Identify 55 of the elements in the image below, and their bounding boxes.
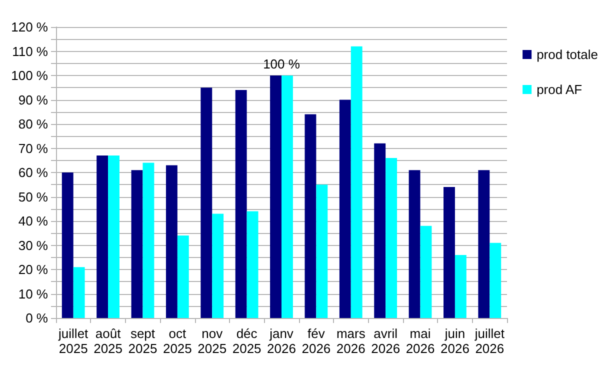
annotation: 100 % [263, 56, 300, 72]
bar [142, 162, 154, 318]
y-tick-label: 10 % [18, 286, 48, 302]
bar [246, 211, 258, 318]
y-tick-label: 60 % [18, 165, 48, 180]
y-tick-label: 40 % [18, 214, 48, 228]
bar [408, 170, 420, 318]
legend-label: prod AF [536, 82, 582, 97]
bar [304, 114, 316, 318]
bar [108, 156, 120, 318]
x-tick-label: août 2025 [94, 326, 122, 356]
x-tick-label: sept 2025 [128, 326, 158, 356]
x-tick-label: juin 2026 [440, 326, 470, 356]
y-tick-label: 70 % [18, 140, 48, 156]
y-tick-label: 80 % [18, 116, 48, 132]
bar [270, 76, 282, 318]
bar [212, 214, 224, 318]
legend-label: prod totale [536, 47, 598, 62]
bar [350, 46, 362, 318]
x-tick-label: oct 2025 [162, 326, 192, 356]
bar [386, 158, 398, 318]
bar [282, 76, 293, 318]
bar [374, 143, 386, 318]
y-tick-label: 0 % [26, 310, 48, 326]
x-tick-label: juillet 2026 [474, 326, 505, 356]
bar [200, 88, 212, 318]
x-tick-label: mai 2026 [406, 326, 435, 356]
bar [235, 90, 247, 318]
x-tick-label: déc 2025 [232, 326, 262, 356]
y-tick-label: 90 % [18, 92, 48, 108]
x-tick-label: mars 2026 [336, 326, 366, 356]
bar [96, 156, 108, 318]
x-tick-label: janv 2026 [267, 326, 296, 356]
bar [454, 254, 466, 318]
bar [444, 187, 455, 318]
y-tick-label: 120 % [11, 20, 48, 34]
y-tick-label: 100 % [11, 68, 48, 83]
bar [478, 170, 490, 318]
y-tick-label: 50 % [18, 189, 48, 204]
bar [166, 165, 178, 318]
x-tick-label: fév 2026 [302, 326, 331, 356]
x-tick-label: avril 2026 [371, 326, 400, 356]
bar [339, 100, 351, 318]
x-tick-label: nov 2025 [198, 326, 227, 356]
bar [131, 170, 143, 318]
x-tick-label: juillet 2025 [58, 326, 89, 356]
bar [316, 184, 328, 318]
y-tick-label: 30 % [18, 238, 48, 253]
bar [62, 172, 74, 318]
y-tick-label: 110 % [12, 44, 48, 59]
bar [420, 226, 432, 318]
bar [73, 267, 85, 318]
bar [177, 236, 189, 318]
bar [490, 242, 502, 318]
y-tick-label: 20 % [18, 262, 48, 277]
